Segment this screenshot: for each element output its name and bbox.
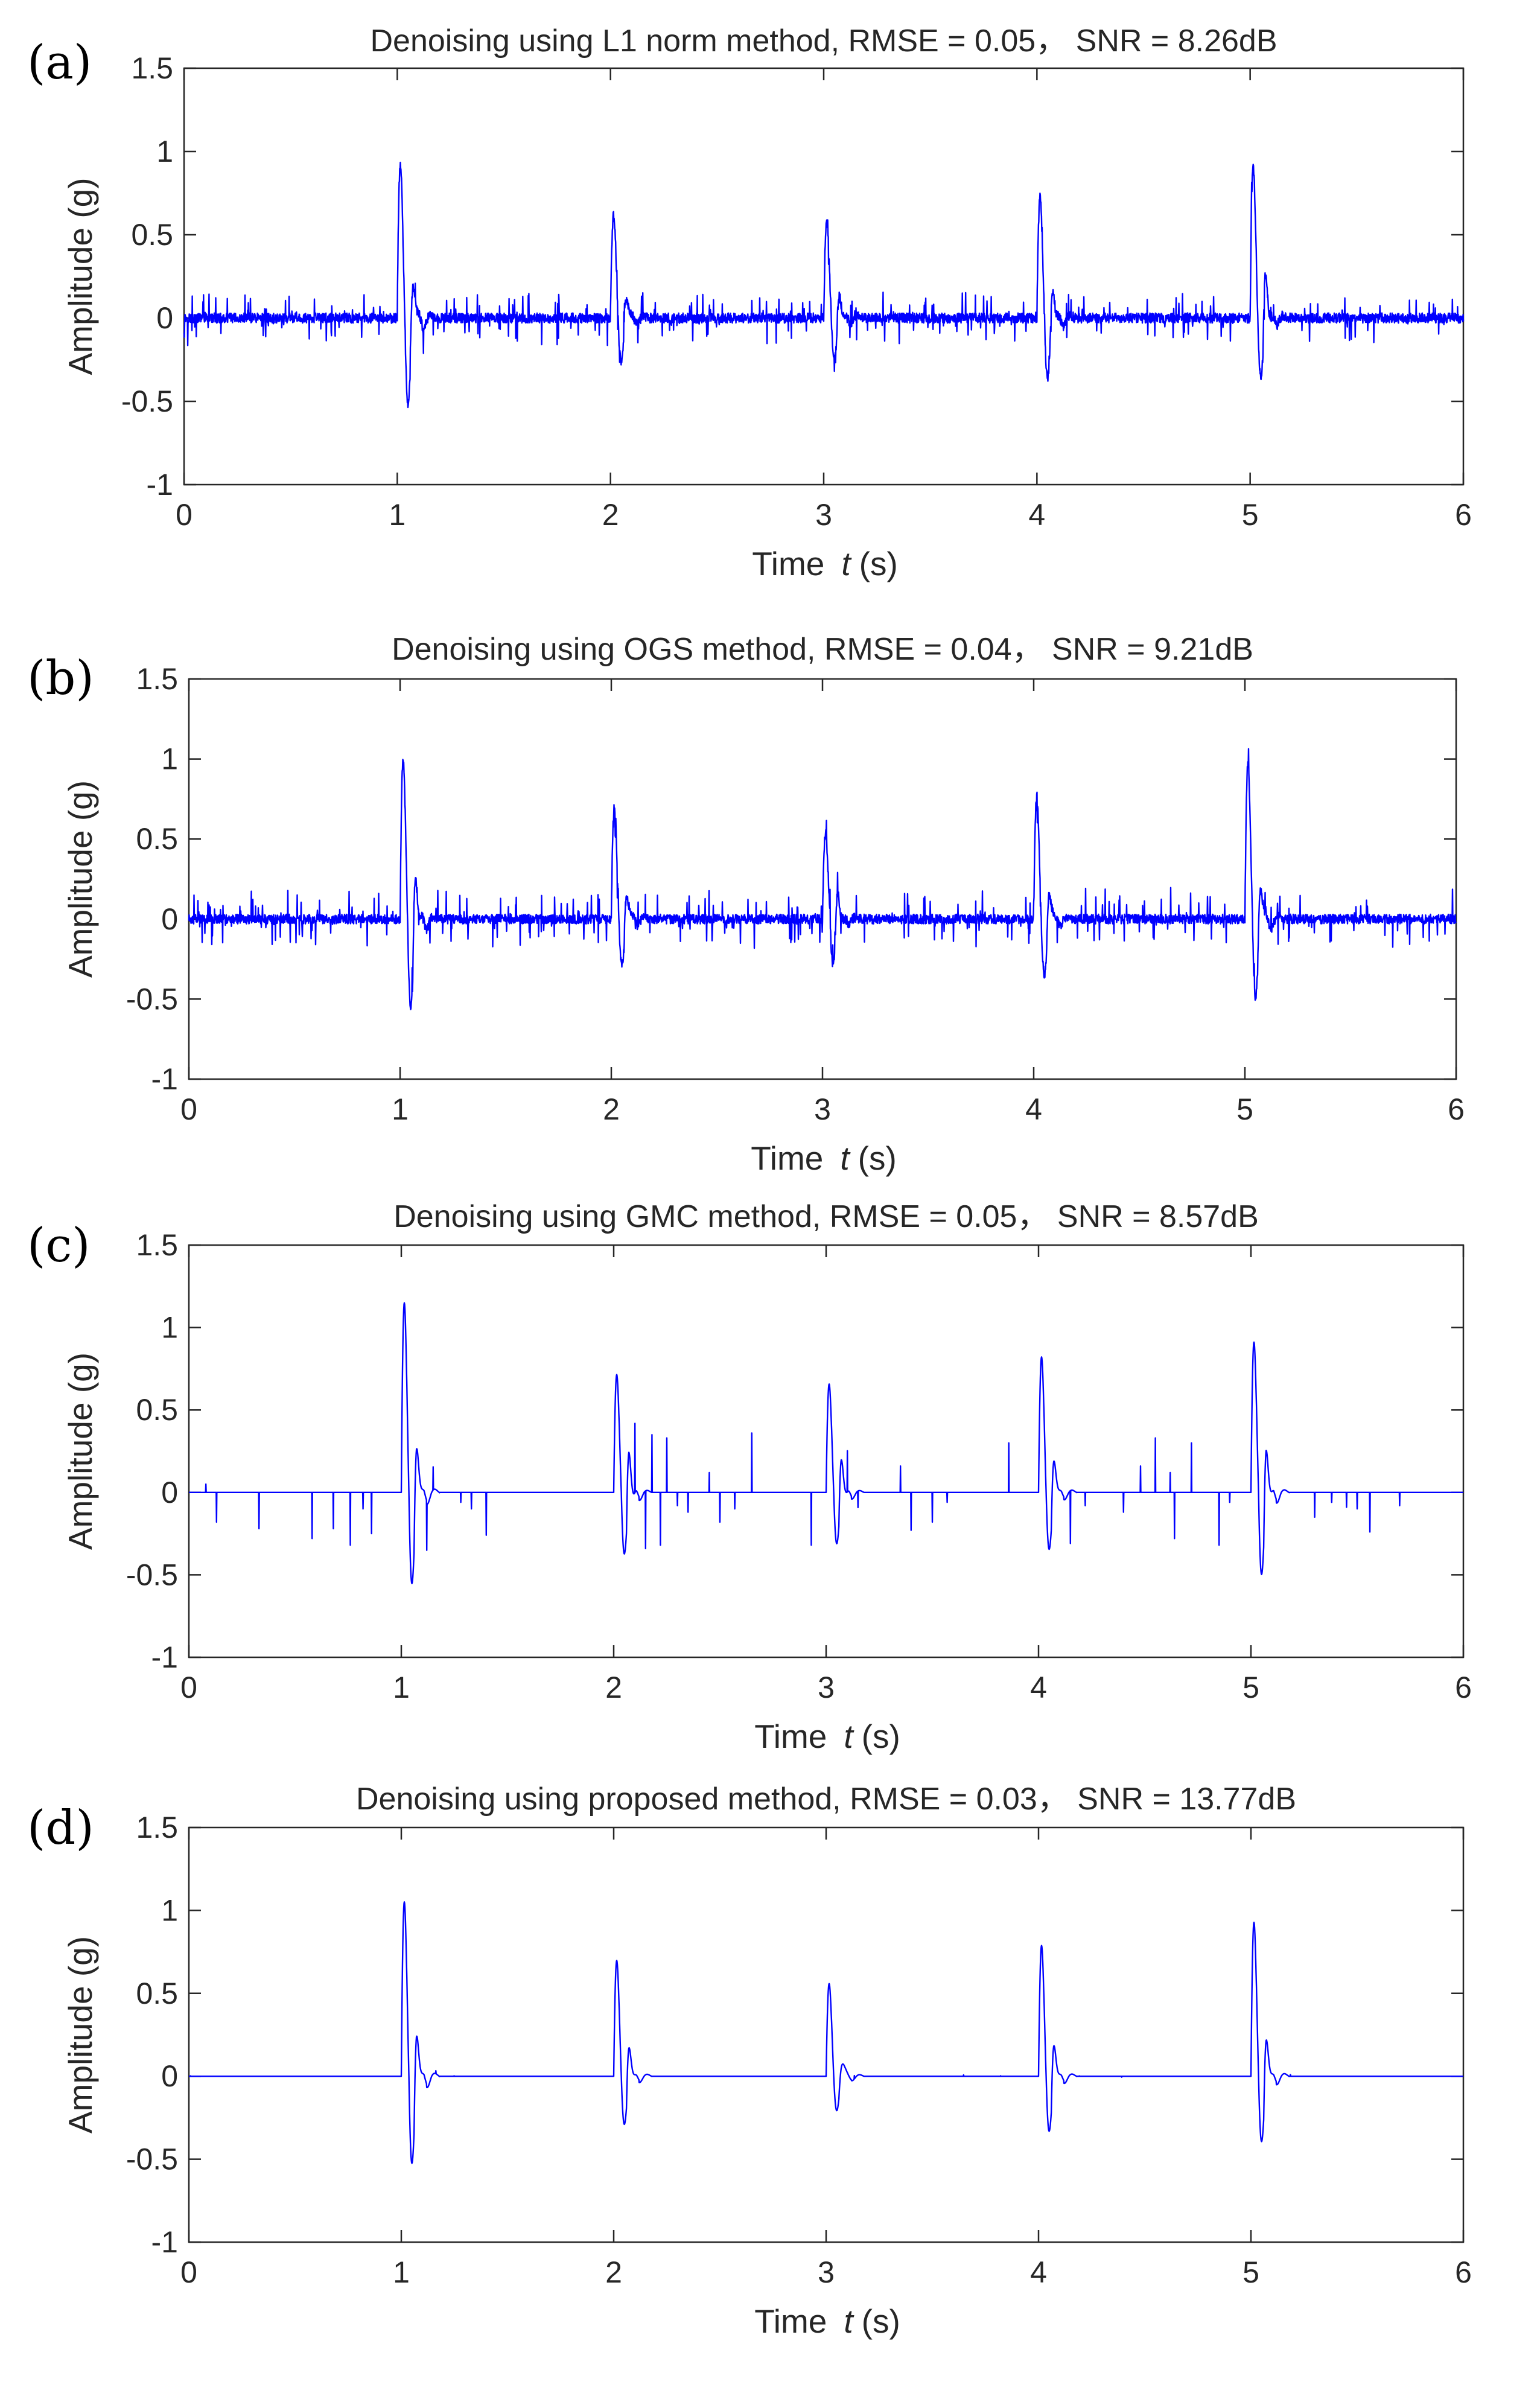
y-tick-label: 0 xyxy=(161,902,178,936)
plot-frame xyxy=(188,1826,1465,2243)
y-axis-label: Amplitude (g) xyxy=(62,780,99,978)
y-tick-label: -1 xyxy=(151,2225,178,2259)
x-tick-label: 5 xyxy=(1242,498,1259,532)
x-axis-label: Time t (s) xyxy=(752,545,898,582)
x-axis-label-text: Time xyxy=(754,2302,827,2340)
panel-c: 0 1 2 3 4 5 6 -1 -0.5 0 0.5 1 1.5 Denoising using GMC… xyxy=(27,1199,1472,1755)
x-tick-label: 1 xyxy=(389,498,406,532)
chart-title: Denoising using OGS method, RMSE = 0.04，… xyxy=(392,632,1253,667)
x-tick-label: 1 xyxy=(392,1092,409,1126)
x-tick-label: 6 xyxy=(1448,1092,1465,1126)
y-tick-label: -1 xyxy=(151,1640,178,1674)
x-tick-label: 3 xyxy=(814,1092,831,1126)
panel-b: 0 1 2 3 4 5 6 -1 -0.5 0 0.5 1 1.5 Denoising using OGS… xyxy=(27,632,1465,1177)
x-tick-label: 6 xyxy=(1455,498,1472,532)
y-tick-label: 1 xyxy=(161,1893,178,1927)
panel-label: (a) xyxy=(27,36,92,90)
y-axis-label: Amplitude (g) xyxy=(62,1936,99,2133)
x-tick-label: 2 xyxy=(605,2255,622,2289)
x-tick-label: 3 xyxy=(818,1671,835,1704)
x-tick-label: 0 xyxy=(180,1671,197,1704)
x-tick-label: 3 xyxy=(815,498,832,532)
x-axis-label: Time t (s) xyxy=(754,1718,900,1755)
panel-label: (c) xyxy=(27,1219,91,1273)
y-tick-label: -0.5 xyxy=(121,384,173,418)
x-tick-label: 6 xyxy=(1455,2255,1472,2289)
panel-a: 0 1 2 3 4 5 6 -1 -0.5 0 0.5 1 1.5 Denoising using L1 … xyxy=(27,24,1472,582)
x-tick-label: 0 xyxy=(176,498,192,532)
x-axis-label-text: Time xyxy=(752,545,824,582)
x-axis-label-unit: (s) xyxy=(862,1718,900,1755)
panel-label: (d) xyxy=(27,1801,94,1855)
x-tick-label: 4 xyxy=(1025,1092,1042,1126)
x-tick-label: 2 xyxy=(602,498,619,532)
signal-line xyxy=(183,161,1465,409)
x-axis-label-variable: t xyxy=(844,1718,854,1755)
y-tick-label: 0.5 xyxy=(136,1393,178,1427)
y-tick-label: -1 xyxy=(151,1062,178,1096)
signal-line xyxy=(188,1302,1464,1584)
y-tick-label: -0.5 xyxy=(126,2143,178,2176)
x-tick-label: 5 xyxy=(1236,1092,1253,1126)
y-tick-label: 1 xyxy=(156,135,173,168)
x-tick-label: 5 xyxy=(1242,2255,1259,2289)
panel-label: (b) xyxy=(27,651,94,706)
chart-title: Denoising using GMC method, RMSE = 0.05，… xyxy=(393,1199,1259,1234)
x-tick-label: 2 xyxy=(603,1092,620,1126)
x-axis-label-text: Time xyxy=(751,1139,823,1177)
x-axis-label: Time t (s) xyxy=(751,1139,897,1177)
x-axis-label-variable: t xyxy=(840,1139,851,1177)
x-tick-label: 3 xyxy=(818,2255,835,2289)
y-axis-label: Amplitude (g) xyxy=(62,177,99,375)
x-axis-label-unit: (s) xyxy=(858,1139,897,1177)
y-tick-label: 1 xyxy=(161,742,178,776)
y-tick-label: 0 xyxy=(161,1476,178,1509)
x-tick-label: 4 xyxy=(1028,498,1045,532)
x-tick-label: 1 xyxy=(393,1671,410,1704)
y-tick-label: 1.5 xyxy=(136,1228,178,1262)
y-tick-label: 1.5 xyxy=(136,1811,178,1844)
x-tick-label: 0 xyxy=(180,2255,197,2289)
x-axis-label-unit: (s) xyxy=(859,545,898,582)
plot-frame xyxy=(183,67,1465,486)
x-tick-label: 4 xyxy=(1030,2255,1047,2289)
y-tick-label: 1 xyxy=(161,1311,178,1345)
y-tick-label: 0 xyxy=(156,301,173,335)
x-tick-label: 1 xyxy=(393,2255,410,2289)
x-tick-label: 6 xyxy=(1455,1671,1472,1704)
signal-line xyxy=(188,1901,1464,2164)
chart-title: Denoising using L1 norm method, RMSE = 0… xyxy=(370,24,1277,59)
x-tick-label: 2 xyxy=(605,1671,622,1704)
signal-line xyxy=(188,748,1457,1010)
x-axis-label-variable: t xyxy=(844,2302,854,2340)
x-tick-label: 0 xyxy=(180,1092,197,1126)
x-tick-label: 5 xyxy=(1242,1671,1259,1704)
y-tick-label: 0 xyxy=(161,2059,178,2093)
y-tick-label: 0.5 xyxy=(136,1977,178,2010)
y-tick-label: 0.5 xyxy=(136,822,178,856)
y-tick-label: -1 xyxy=(147,468,173,502)
y-tick-label: 1.5 xyxy=(136,662,178,696)
x-axis-label: Time t (s) xyxy=(754,2302,900,2340)
panel-d: 0 1 2 3 4 5 6 -1 -0.5 0 0.5 1 1.5 Denoising using pro… xyxy=(27,1782,1472,2340)
y-axis-label: Amplitude (g) xyxy=(62,1353,99,1550)
y-tick-label: -0.5 xyxy=(126,982,178,1016)
plot-frame xyxy=(188,678,1457,1080)
chart-title: Denoising using proposed method, RMSE = … xyxy=(356,1782,1296,1817)
x-axis-label-text: Time xyxy=(754,1718,827,1755)
y-tick-label: 0.5 xyxy=(131,218,173,252)
x-axis-label-variable: t xyxy=(841,545,852,582)
y-tick-label: 1.5 xyxy=(131,51,173,85)
x-axis-label-unit: (s) xyxy=(862,2302,900,2340)
x-tick-label: 4 xyxy=(1030,1671,1047,1704)
y-tick-label: -0.5 xyxy=(126,1558,178,1592)
